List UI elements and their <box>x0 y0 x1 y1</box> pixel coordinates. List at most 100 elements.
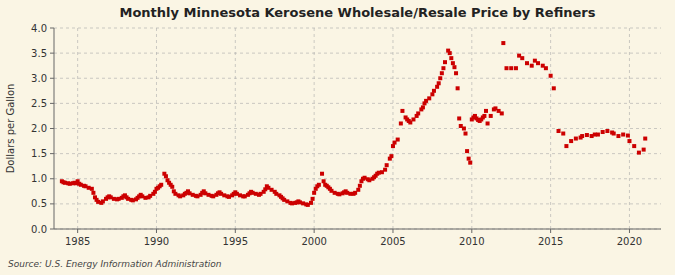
point <box>616 134 620 138</box>
point <box>449 56 453 60</box>
x-grid-line <box>156 28 157 229</box>
point <box>462 127 466 131</box>
x-tick-label: 1985 <box>65 236 90 247</box>
y-tick <box>50 53 54 54</box>
y-grid-line <box>54 153 661 154</box>
y-tick-label: 2.5 <box>31 98 47 109</box>
y-tick <box>50 178 54 179</box>
y-grid-line <box>54 103 661 104</box>
point <box>427 96 431 100</box>
point <box>557 129 561 133</box>
point <box>482 114 486 118</box>
point <box>484 109 488 113</box>
x-tick-label: 2000 <box>301 236 326 247</box>
point <box>385 163 389 167</box>
point <box>456 86 460 90</box>
point <box>448 51 452 55</box>
point <box>451 61 455 65</box>
y-tick-label: 0.0 <box>31 224 47 235</box>
x-tick <box>471 229 472 233</box>
y-tick-label: 3.5 <box>31 48 47 59</box>
point <box>438 76 442 80</box>
x-tick-label: 2020 <box>617 236 642 247</box>
point <box>561 132 565 136</box>
point <box>596 133 600 137</box>
point <box>317 183 321 187</box>
point <box>601 130 605 134</box>
y-grid-line <box>54 178 661 179</box>
point <box>552 86 556 90</box>
point <box>509 66 513 70</box>
y-tick <box>50 153 54 154</box>
y-grid-line <box>54 53 661 54</box>
point <box>627 139 631 143</box>
point <box>358 184 362 188</box>
y-tick-label: 4.0 <box>31 23 47 34</box>
point <box>643 137 647 141</box>
y-axis-line <box>54 28 55 229</box>
point <box>441 66 445 70</box>
y-tick <box>50 78 54 79</box>
point <box>432 89 436 93</box>
point <box>467 157 471 161</box>
y-tick <box>50 203 54 204</box>
title: Monthly Minnesota Kerosene Wholesale/Res… <box>119 5 595 20</box>
point <box>520 56 524 60</box>
background <box>0 0 675 275</box>
point <box>486 121 490 125</box>
point <box>312 191 316 195</box>
point <box>311 197 315 201</box>
x-tick <box>629 229 630 233</box>
point <box>164 174 168 178</box>
point <box>309 201 313 205</box>
point <box>443 60 447 64</box>
point <box>159 183 163 187</box>
y-grid-line <box>54 128 661 129</box>
point <box>544 66 548 70</box>
point <box>642 148 646 152</box>
x-tick-label: 2010 <box>459 236 484 247</box>
point <box>580 134 584 138</box>
y-grid-line <box>54 229 661 230</box>
point <box>468 161 472 165</box>
x-grid-line <box>550 28 551 229</box>
y-grid-line <box>54 203 661 204</box>
point <box>514 66 518 70</box>
point <box>391 144 395 148</box>
point <box>612 132 616 136</box>
point <box>396 138 400 142</box>
x-tick-label: 1995 <box>223 236 248 247</box>
point <box>626 134 630 138</box>
point <box>435 85 439 89</box>
y-axis-label: Dollars per Gallon <box>5 84 16 174</box>
annotation: Source: U.S. Energy Information Administ… <box>8 259 222 269</box>
point <box>411 117 415 121</box>
x-axis-line <box>54 229 661 230</box>
y-tick <box>50 128 54 129</box>
y-tick-label: 2.0 <box>31 123 47 134</box>
point <box>320 172 324 176</box>
point <box>564 144 568 148</box>
point <box>525 61 529 65</box>
y-tick-label: 1.5 <box>31 148 47 159</box>
point <box>504 66 508 70</box>
point <box>536 61 540 65</box>
point <box>501 41 505 45</box>
x-grid-line <box>235 28 236 229</box>
point <box>637 151 641 155</box>
point <box>574 137 578 141</box>
point <box>500 111 504 115</box>
y-tick <box>50 103 54 104</box>
y-tick-label: 3.0 <box>31 73 47 84</box>
point <box>549 74 553 78</box>
point <box>530 64 534 68</box>
point <box>621 133 625 137</box>
x-grid-line <box>629 28 630 229</box>
x-grid-line <box>392 28 393 229</box>
y-tick <box>50 229 54 230</box>
point <box>452 65 456 69</box>
point <box>399 121 403 125</box>
point <box>457 116 461 120</box>
point <box>356 188 360 192</box>
x-tick <box>77 229 78 233</box>
